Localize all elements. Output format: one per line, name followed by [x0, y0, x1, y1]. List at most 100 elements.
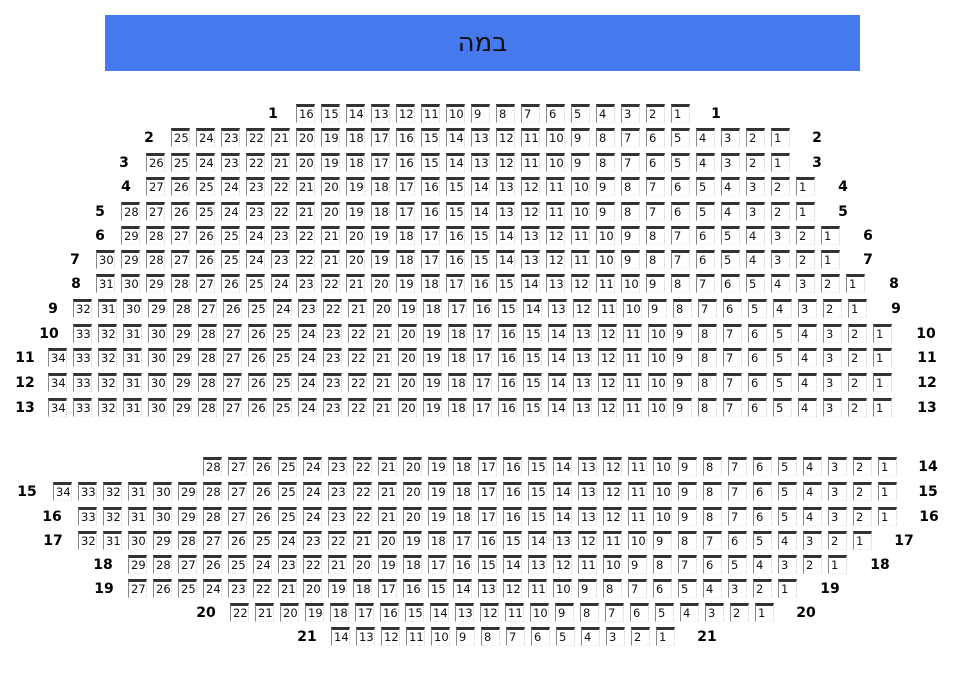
seat[interactable]: 18	[448, 373, 467, 392]
seat[interactable]: 27	[228, 457, 247, 476]
seat[interactable]: 23	[323, 348, 342, 367]
seat[interactable]: 7	[723, 348, 742, 367]
seat[interactable]: 13	[573, 324, 592, 343]
seat[interactable]: 18	[371, 177, 390, 196]
seat[interactable]: 19	[396, 274, 415, 293]
seat[interactable]: 21	[373, 348, 392, 367]
seat[interactable]: 2	[796, 250, 815, 269]
seat[interactable]: 33	[73, 373, 92, 392]
seat[interactable]: 24	[221, 177, 240, 196]
seat[interactable]: 28	[121, 202, 140, 221]
seat[interactable]: 5	[556, 627, 575, 646]
seat[interactable]: 30	[128, 531, 147, 550]
seat[interactable]: 20	[321, 177, 340, 196]
seat[interactable]: 17	[421, 226, 440, 245]
seat[interactable]: 9	[673, 398, 692, 417]
seat[interactable]: 9	[621, 250, 640, 269]
seat[interactable]: 2	[848, 348, 867, 367]
seat[interactable]: 8	[496, 104, 515, 123]
seat[interactable]: 11	[578, 555, 597, 574]
seat[interactable]: 5	[721, 250, 740, 269]
seat[interactable]: 10	[530, 603, 549, 622]
seat[interactable]: 15	[446, 177, 465, 196]
seat[interactable]: 2	[828, 531, 847, 550]
seat[interactable]: 12	[598, 348, 617, 367]
seat[interactable]: 21	[373, 373, 392, 392]
seat[interactable]: 8	[646, 226, 665, 245]
seat[interactable]: 17	[428, 555, 447, 574]
seat[interactable]: 6	[748, 348, 767, 367]
seat[interactable]: 21	[296, 177, 315, 196]
seat[interactable]: 11	[546, 177, 565, 196]
seat[interactable]: 2	[848, 373, 867, 392]
seat[interactable]: 2	[853, 482, 872, 501]
seat[interactable]: 20	[346, 250, 365, 269]
seat[interactable]: 14	[503, 555, 522, 574]
seat[interactable]: 26	[196, 250, 215, 269]
seat[interactable]: 23	[328, 507, 347, 526]
seat[interactable]: 19	[321, 128, 340, 147]
seat[interactable]: 20	[403, 482, 422, 501]
seat[interactable]: 6	[546, 104, 565, 123]
seat[interactable]: 19	[428, 482, 447, 501]
seat[interactable]: 2	[771, 202, 790, 221]
seat[interactable]: 20	[398, 324, 417, 343]
seat[interactable]: 16	[421, 202, 440, 221]
seat[interactable]: 4	[721, 202, 740, 221]
seat[interactable]: 27	[223, 324, 242, 343]
seat[interactable]: 8	[703, 482, 722, 501]
seat[interactable]: 1	[796, 202, 815, 221]
seat[interactable]: 1	[873, 373, 892, 392]
seat[interactable]: 7	[703, 531, 722, 550]
seat[interactable]: 16	[478, 531, 497, 550]
seat[interactable]: 8	[698, 324, 717, 343]
seat[interactable]: 16	[446, 226, 465, 245]
seat[interactable]: 25	[196, 177, 215, 196]
seat[interactable]: 28	[198, 373, 217, 392]
seat[interactable]: 1	[771, 153, 790, 172]
seat[interactable]: 28	[178, 531, 197, 550]
seat[interactable]: 1	[828, 555, 847, 574]
seat[interactable]: 14	[521, 274, 540, 293]
seat[interactable]: 5	[571, 104, 590, 123]
seat[interactable]: 32	[103, 482, 122, 501]
seat[interactable]: 15	[528, 507, 547, 526]
seat[interactable]: 31	[96, 274, 115, 293]
seat[interactable]: 24	[196, 153, 215, 172]
seat[interactable]: 2	[796, 226, 815, 245]
seat[interactable]: 29	[121, 226, 140, 245]
seat[interactable]: 1	[846, 274, 865, 293]
seat[interactable]: 4	[680, 603, 699, 622]
seat[interactable]: 27	[223, 348, 242, 367]
seat[interactable]: 23	[323, 373, 342, 392]
seat[interactable]: 10	[623, 299, 642, 318]
seat[interactable]: 16	[498, 348, 517, 367]
seat[interactable]: 4	[746, 226, 765, 245]
seat[interactable]: 16	[396, 153, 415, 172]
seat[interactable]: 2	[821, 274, 840, 293]
seat[interactable]: 10	[446, 104, 465, 123]
seat[interactable]: 12	[553, 555, 572, 574]
seat[interactable]: 7	[723, 373, 742, 392]
seat[interactable]: 18	[448, 348, 467, 367]
seat[interactable]: 24	[303, 457, 322, 476]
seat[interactable]: 28	[146, 226, 165, 245]
seat[interactable]: 33	[73, 324, 92, 343]
seat[interactable]: 19	[321, 153, 340, 172]
seat[interactable]: 22	[321, 274, 340, 293]
seat[interactable]: 27	[178, 555, 197, 574]
seat[interactable]: 26	[221, 274, 240, 293]
seat[interactable]: 8	[580, 603, 599, 622]
seat[interactable]: 15	[446, 202, 465, 221]
seat[interactable]: 16	[503, 482, 522, 501]
seat[interactable]: 1	[873, 398, 892, 417]
seat[interactable]: 27	[223, 398, 242, 417]
seat[interactable]: 11	[603, 531, 622, 550]
seat[interactable]: 28	[198, 324, 217, 343]
seat[interactable]: 2	[771, 177, 790, 196]
seat[interactable]: 4	[581, 627, 600, 646]
seat[interactable]: 29	[121, 250, 140, 269]
seat[interactable]: 18	[330, 603, 349, 622]
seat[interactable]: 14	[430, 603, 449, 622]
seat[interactable]: 23	[246, 202, 265, 221]
